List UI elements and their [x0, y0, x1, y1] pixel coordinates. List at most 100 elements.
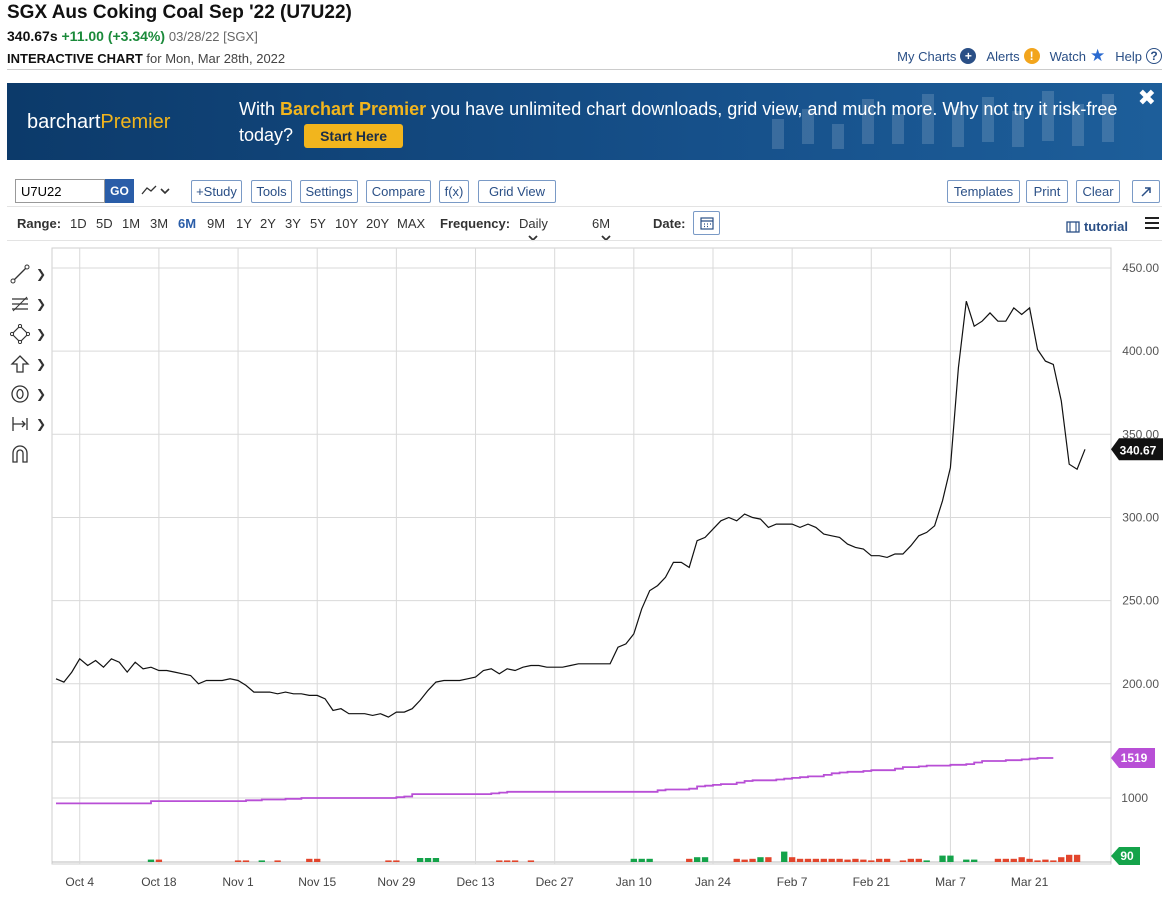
volume-bar [923, 860, 930, 862]
x-tick-label: Feb 7 [777, 875, 808, 889]
volume-bar [234, 860, 242, 862]
range-5y[interactable]: 5Y [310, 216, 326, 231]
symbol-input[interactable] [15, 179, 105, 203]
start-here-button[interactable]: Start Here [304, 124, 403, 149]
range-1y[interactable]: 1Y [236, 216, 252, 231]
range-6m[interactable]: 6M [178, 216, 197, 231]
watch-link[interactable]: Watch ★ [1050, 46, 1106, 65]
expand-button[interactable] [1132, 180, 1160, 203]
line-tool[interactable]: ❯ [10, 262, 50, 286]
date-picker-button[interactable] [693, 211, 720, 235]
add-study-button[interactable]: +Study [191, 180, 242, 203]
promo-text-before: With [239, 99, 275, 119]
clear-button[interactable]: Clear [1076, 180, 1120, 203]
volume-bar [527, 860, 535, 862]
volume-marker [1111, 847, 1140, 865]
volume-bar [646, 858, 653, 862]
volume-bar [511, 860, 519, 862]
volume-bar [852, 858, 859, 862]
chevron-right-icon: ❯ [36, 297, 47, 311]
volume-bar [147, 859, 155, 862]
volume-bar [820, 858, 827, 862]
last-price: 340.67s [7, 28, 58, 44]
banner-message: With Barchart Premier you have unlimited… [239, 96, 1129, 149]
function-button[interactable]: f(x) [439, 180, 469, 203]
fibonacci-icon [12, 296, 28, 312]
magnet-icon [12, 445, 28, 463]
shape-icon [10, 324, 30, 344]
measure-tool[interactable]: ❯ [10, 412, 50, 436]
chevron-right-icon: ❯ [36, 387, 47, 401]
range-max[interactable]: MAX [397, 216, 426, 231]
range-5d[interactable]: 5D [96, 216, 113, 231]
shape-tool[interactable]: ❯ [10, 322, 50, 346]
chart-type-dropdown[interactable] [141, 182, 173, 200]
price-line [55, 301, 1086, 718]
x-tick-label: Mar 21 [1011, 875, 1049, 889]
promo-text-after: you have unlimited chart downloads, grid… [239, 99, 1118, 145]
help-label: Help [1115, 48, 1142, 64]
x-tick-label: Jan 24 [695, 875, 731, 889]
toolbar-divider [7, 206, 1162, 207]
volume-bar [274, 860, 281, 862]
period-value: 6M [592, 216, 611, 231]
my-charts-link[interactable]: My Charts + [897, 48, 977, 64]
top-links: My Charts + Alerts ! Watch ★ Help ? [897, 46, 1162, 65]
volume-bar [868, 860, 875, 862]
header-divider [7, 69, 1162, 70]
last-price-label: 340.67 [1120, 443, 1157, 457]
tools-button[interactable]: Tools [251, 180, 292, 203]
tutorial-link[interactable]: tutorial [1066, 219, 1128, 234]
fib-tool[interactable]: ❯ [10, 292, 50, 316]
templates-button[interactable]: Templates [947, 180, 1020, 203]
close-banner-icon[interactable]: ✖ [1137, 85, 1156, 110]
grid-view-button[interactable]: Grid View [478, 180, 556, 203]
chevron-right-icon: ❯ [36, 357, 47, 371]
range-2y[interactable]: 2Y [260, 216, 276, 231]
range-3m[interactable]: 3M [150, 216, 169, 231]
volume-bar [686, 858, 693, 862]
alerts-label: Alerts [986, 48, 1020, 64]
annotation-tool[interactable]: ❯ [10, 382, 50, 406]
volume-bar [757, 857, 764, 862]
range-9m[interactable]: 9M [207, 216, 226, 231]
volume-bar [804, 858, 812, 862]
range-10y[interactable]: 10Y [335, 216, 359, 231]
volume-bar [963, 859, 970, 862]
volume-bar [504, 860, 511, 862]
magnet-tool[interactable] [10, 442, 50, 466]
line-chart-icon [141, 185, 157, 195]
x-tick-label: Nov 29 [377, 875, 415, 889]
volume-bar [1034, 860, 1041, 862]
star-icon: ★ [1090, 46, 1106, 65]
volume-bar [416, 858, 424, 862]
subtitle-bold: INTERACTIVE CHART [7, 51, 143, 66]
chevron-right-icon: ❯ [36, 267, 47, 281]
range-20y[interactable]: 20Y [366, 216, 390, 231]
settings-button[interactable]: Settings [300, 180, 358, 203]
arrow-tool[interactable]: ❯ [10, 352, 50, 376]
alerts-link[interactable]: Alerts ! [986, 48, 1040, 64]
volume-bar [385, 860, 392, 862]
volume-bar [939, 855, 946, 862]
last-price-marker [1111, 438, 1163, 461]
range-1d[interactable]: 1D [70, 216, 87, 231]
frequency-value: Daily [519, 216, 548, 231]
page-title: SGX Aus Coking Coal Sep '22 (U7U22) [7, 2, 352, 23]
circle-zero-icon [11, 385, 29, 403]
brand-accent: Premier [100, 111, 171, 133]
hamburger-menu-icon[interactable] [1144, 216, 1160, 230]
volume-bar [258, 860, 265, 862]
y-tick-label: 350.00 [1122, 427, 1159, 441]
range-1m[interactable]: 1M [122, 216, 141, 231]
help-link[interactable]: Help ? [1115, 48, 1162, 64]
y-tick-label: 200.00 [1122, 677, 1159, 691]
brand-main: barchart [27, 111, 101, 133]
print-button[interactable]: Print [1026, 180, 1068, 203]
x-tick-label: Oct 4 [65, 875, 94, 889]
range-3y[interactable]: 3Y [285, 216, 301, 231]
volume-bar [1050, 860, 1057, 862]
compare-button[interactable]: Compare [366, 180, 431, 203]
go-button[interactable]: GO [105, 179, 134, 203]
